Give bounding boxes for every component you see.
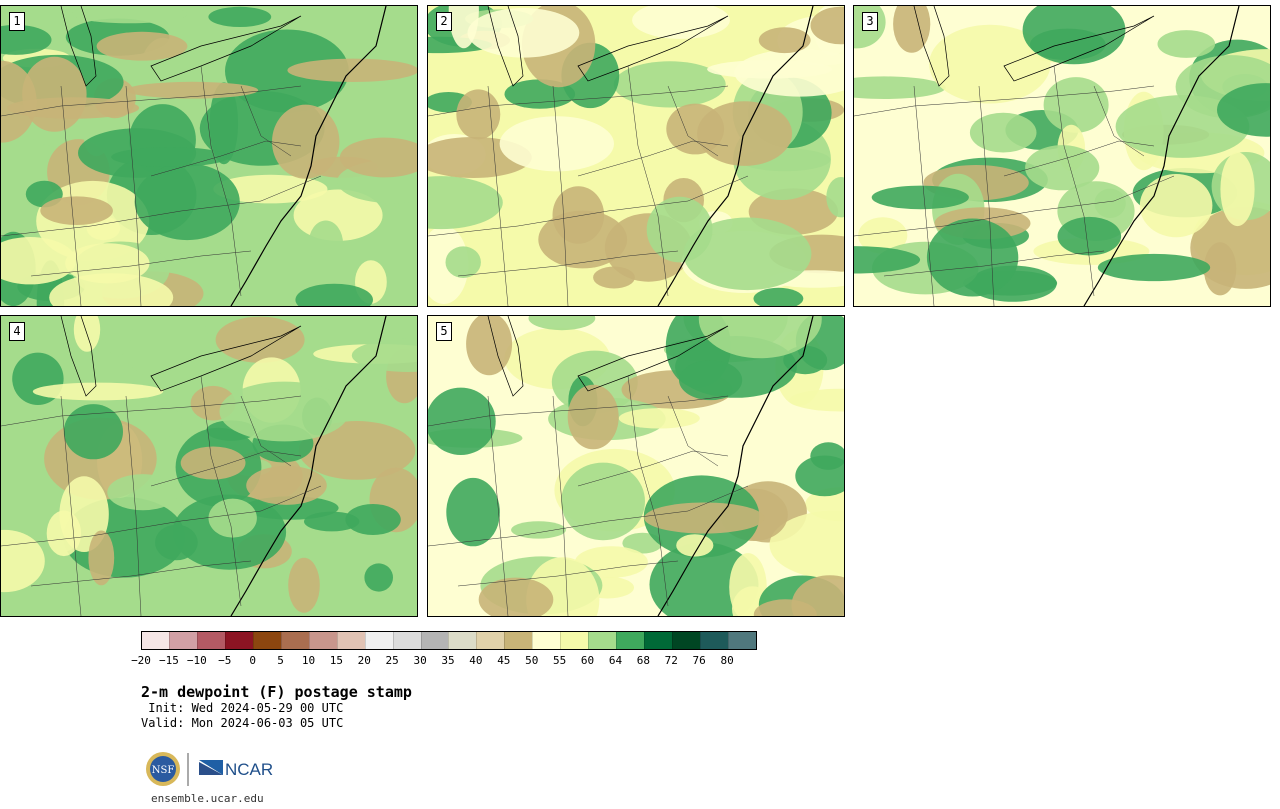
colorbar-swatch — [504, 632, 533, 649]
colorbar-tick-label: 25 — [385, 654, 399, 667]
colorbar-tick-label: −20 — [131, 654, 151, 667]
panel-label-1: 1 — [9, 12, 25, 31]
colorbar-swatch — [672, 632, 701, 649]
init-time: Init: Wed 2024-05-29 00 UTC — [141, 701, 344, 715]
colorbar-tick-label: −10 — [186, 654, 207, 667]
colorbar-swatch — [364, 632, 393, 649]
colorbar-tick-label: 45 — [497, 654, 511, 667]
map-field-2 — [428, 6, 844, 306]
colorbar-tick-label: 40 — [469, 654, 483, 667]
nsf-logo-icon: NSF — [146, 752, 180, 786]
map-field-3 — [854, 6, 1270, 306]
panel-label-3: 3 — [862, 12, 878, 31]
colorbar-tick-label: −5 — [218, 654, 232, 667]
map-field-1 — [1, 6, 417, 306]
colorbar-tick-label: 30 — [413, 654, 427, 667]
colorbar-swatch — [560, 632, 589, 649]
colorbar-swatch — [252, 632, 281, 649]
colorbar-swatch — [196, 632, 225, 649]
colorbar-swatch — [392, 632, 421, 649]
footer-url: ensemble.ucar.edu — [151, 792, 264, 805]
map-panel-2: 2 — [427, 5, 845, 307]
colorbar-tick-label: 50 — [525, 654, 539, 667]
colorbar-tick-label: 68 — [636, 654, 650, 667]
panel-label-4: 4 — [9, 322, 25, 341]
colorbar-tick-label: 55 — [553, 654, 567, 667]
chart-title: 2-m dewpoint (F) postage stamp — [141, 683, 412, 701]
colorbar-tick-label: 5 — [277, 654, 284, 667]
ncar-logo-text: NCAR — [225, 760, 273, 779]
colorbar-tick-label: −15 — [158, 654, 179, 667]
colorbar-tick-label: 0 — [249, 654, 256, 667]
colorbar-swatch — [168, 632, 197, 649]
colorbar-tick-label: 20 — [357, 654, 371, 667]
map-panel-1: 1 — [0, 5, 418, 307]
valid-time: Valid: Mon 2024-06-03 05 UTC — [141, 716, 344, 730]
colorbar-swatch — [616, 632, 645, 649]
colorbar-swatch — [532, 632, 561, 649]
colorbar-swatch — [420, 632, 449, 649]
colorbar-tick-label: 80 — [720, 654, 734, 667]
colorbar-swatch — [448, 632, 477, 649]
colorbar-tick-label: 64 — [608, 654, 623, 667]
colorbar-tick-label: 76 — [692, 654, 706, 667]
colorbar-tick-label: 60 — [580, 654, 595, 667]
map-panel-4: 4 — [0, 315, 418, 617]
colorbar-tick-label: 15 — [329, 654, 343, 667]
map-field-4 — [1, 316, 417, 616]
nsf-logo-text: NSF — [152, 765, 175, 776]
colorbar — [141, 631, 757, 650]
ncar-logo-icon: NCAR — [199, 760, 273, 779]
map-panel-3: 3 — [853, 5, 1271, 307]
colorbar-swatch — [644, 632, 673, 649]
colorbar-tick-label: 72 — [664, 654, 678, 667]
map-field-5 — [428, 316, 844, 616]
colorbar-swatch — [728, 632, 756, 649]
panel-label-2: 2 — [436, 12, 452, 31]
colorbar-swatch — [476, 632, 505, 649]
colorbar-swatch — [224, 632, 253, 649]
colorbar-tick-label: 10 — [301, 654, 316, 667]
colorbar-tick-label: 35 — [441, 654, 455, 667]
colorbar-swatch — [700, 632, 729, 649]
logos: NSF NCAR — [146, 752, 273, 786]
colorbar-swatch — [280, 632, 309, 649]
colorbar-swatch — [308, 632, 337, 649]
map-panel-5: 5 — [427, 315, 845, 617]
panel-label-5: 5 — [436, 322, 452, 341]
colorbar-swatch — [336, 632, 365, 649]
colorbar-swatch — [142, 632, 169, 649]
colorbar-swatch — [588, 632, 617, 649]
